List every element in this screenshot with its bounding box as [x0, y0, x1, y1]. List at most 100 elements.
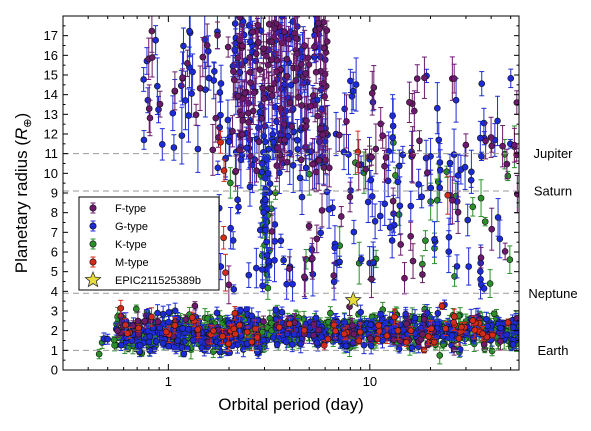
point-marker: [155, 310, 161, 316]
data-point: [479, 72, 485, 96]
point-marker: [390, 135, 396, 141]
data-point: [156, 96, 162, 122]
point-marker: [491, 311, 497, 317]
data-point: [206, 66, 212, 90]
data-point: [179, 107, 185, 164]
data-point: [141, 131, 147, 150]
data-point: [353, 58, 359, 111]
data-point: [436, 123, 442, 157]
point-marker: [186, 112, 192, 118]
point-marker: [462, 164, 468, 170]
point-marker: [319, 107, 325, 113]
point-marker: [422, 238, 428, 244]
point-marker: [326, 206, 332, 212]
data-point: [215, 161, 221, 174]
point-marker: [299, 194, 305, 200]
point-marker: [377, 213, 383, 219]
point-marker: [215, 165, 221, 171]
point-marker: [397, 203, 403, 209]
point-marker: [451, 152, 457, 158]
data-point: [186, 89, 192, 142]
data-point: [408, 191, 414, 221]
point-marker: [497, 236, 503, 242]
data-point: [195, 126, 201, 173]
point-marker: [281, 257, 287, 263]
point-marker: [327, 310, 333, 316]
data-point: [508, 69, 514, 87]
point-marker: [195, 146, 201, 152]
point-marker: [96, 351, 102, 357]
data-point: [451, 129, 457, 180]
point-marker: [505, 173, 511, 179]
point-marker: [470, 204, 476, 210]
data-point: [434, 83, 440, 134]
data-point: [382, 182, 388, 225]
point-marker: [400, 152, 406, 158]
point-marker: [227, 180, 233, 186]
data-point: [181, 351, 187, 357]
data-point: [137, 342, 143, 349]
point-marker: [179, 133, 185, 139]
point-marker: [141, 137, 147, 143]
data-point: [478, 180, 484, 217]
point-marker: [435, 310, 441, 316]
point-marker: [137, 342, 143, 348]
point-marker: [226, 139, 232, 145]
point-marker: [478, 195, 484, 201]
point-marker: [306, 171, 312, 177]
point-marker: [369, 193, 375, 199]
point-marker: [370, 99, 376, 105]
point-marker: [431, 236, 437, 242]
point-marker: [454, 263, 460, 269]
data-point: [236, 201, 242, 212]
point-marker: [482, 219, 488, 225]
point-marker: [218, 80, 224, 86]
point-marker: [347, 78, 353, 84]
point-marker: [232, 21, 238, 27]
point-marker: [416, 181, 422, 187]
point-marker: [274, 341, 280, 347]
point-marker: [408, 203, 414, 209]
point-marker: [508, 75, 514, 81]
point-marker: [479, 81, 485, 87]
point-marker: [353, 82, 359, 88]
point-marker: [290, 106, 296, 112]
point-marker: [507, 257, 513, 263]
data-point: [482, 217, 488, 225]
data-point: [368, 171, 374, 190]
point-marker: [133, 306, 139, 312]
data-point: [422, 231, 428, 251]
data-point: [491, 311, 497, 317]
point-marker: [228, 225, 234, 231]
point-marker: [206, 75, 212, 81]
point-marker: [278, 238, 284, 244]
point-marker: [254, 349, 260, 355]
data-point: [372, 204, 378, 239]
point-marker: [358, 256, 364, 262]
point-marker: [261, 209, 267, 215]
data-point: [281, 256, 287, 264]
point-marker: [434, 105, 440, 111]
point-marker: [455, 172, 461, 178]
point-marker: [489, 348, 495, 354]
point-marker: [495, 118, 501, 124]
point-marker: [423, 155, 429, 161]
point-marker: [270, 335, 276, 341]
point-marker: [156, 107, 162, 113]
point-marker: [365, 199, 371, 205]
point-marker: [457, 346, 463, 352]
point-marker: [372, 218, 378, 224]
point-marker: [170, 110, 176, 116]
point-marker: [350, 88, 356, 94]
point-marker: [447, 160, 453, 166]
point-marker: [396, 163, 402, 169]
point-marker: [465, 217, 471, 223]
point-marker: [181, 351, 187, 357]
point-marker: [481, 285, 487, 291]
point-marker: [205, 315, 211, 321]
point-marker: [214, 310, 220, 316]
point-marker: [368, 177, 374, 183]
point-marker: [446, 234, 452, 240]
data-point: [274, 341, 280, 348]
